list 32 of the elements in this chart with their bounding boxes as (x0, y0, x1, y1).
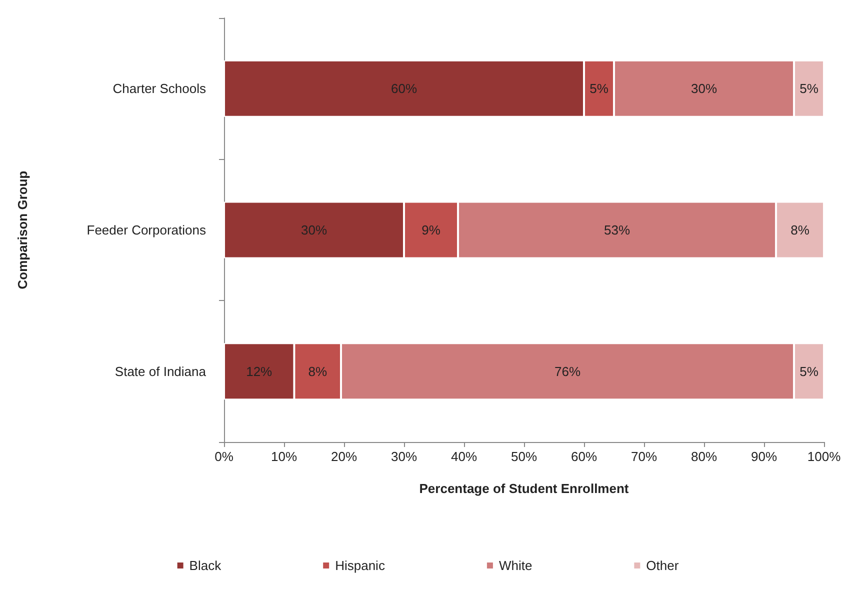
data-label: 5% (800, 364, 819, 379)
data-label: 5% (800, 81, 819, 96)
legend-label: White (498, 558, 532, 573)
legend-label: Black (189, 558, 222, 573)
x-tick-label: 40% (450, 449, 478, 464)
data-label: 60% (390, 81, 418, 96)
data-label: 8% (790, 222, 810, 238)
x-tick-label: 70% (630, 449, 658, 464)
x-tick-label: 0% (214, 449, 234, 464)
y-tick-label: State of Indiana (114, 364, 207, 379)
y-axis-title: Comparison Group (15, 170, 30, 290)
data-label: 30% (300, 222, 328, 238)
x-tick-label: 20% (330, 449, 358, 464)
legend-label: Hispanic (335, 558, 386, 573)
x-tick-label: 50% (510, 449, 538, 464)
y-tick-label: Feeder Corporations (86, 222, 206, 238)
data-label: 76% (554, 364, 581, 379)
x-tick-label: 80% (690, 449, 718, 464)
data-label: 5% (590, 81, 609, 96)
data-label: 9% (422, 222, 441, 238)
data-label: 30% (690, 81, 718, 96)
x-axis-title: Percentage of Student Enrollment (419, 481, 630, 496)
data-label: 8% (308, 364, 328, 379)
legend-label: Other (646, 558, 680, 573)
x-tick-label: 100% (807, 449, 842, 464)
data-label: 53% (604, 222, 630, 238)
x-tick-label: 90% (750, 449, 778, 464)
x-tick-label: 30% (390, 449, 418, 464)
data-label: 12% (246, 364, 273, 379)
x-tick-label: 60% (570, 449, 598, 464)
x-tick-label: 10% (270, 449, 298, 464)
y-tick-label: Charter Schools (112, 81, 206, 96)
